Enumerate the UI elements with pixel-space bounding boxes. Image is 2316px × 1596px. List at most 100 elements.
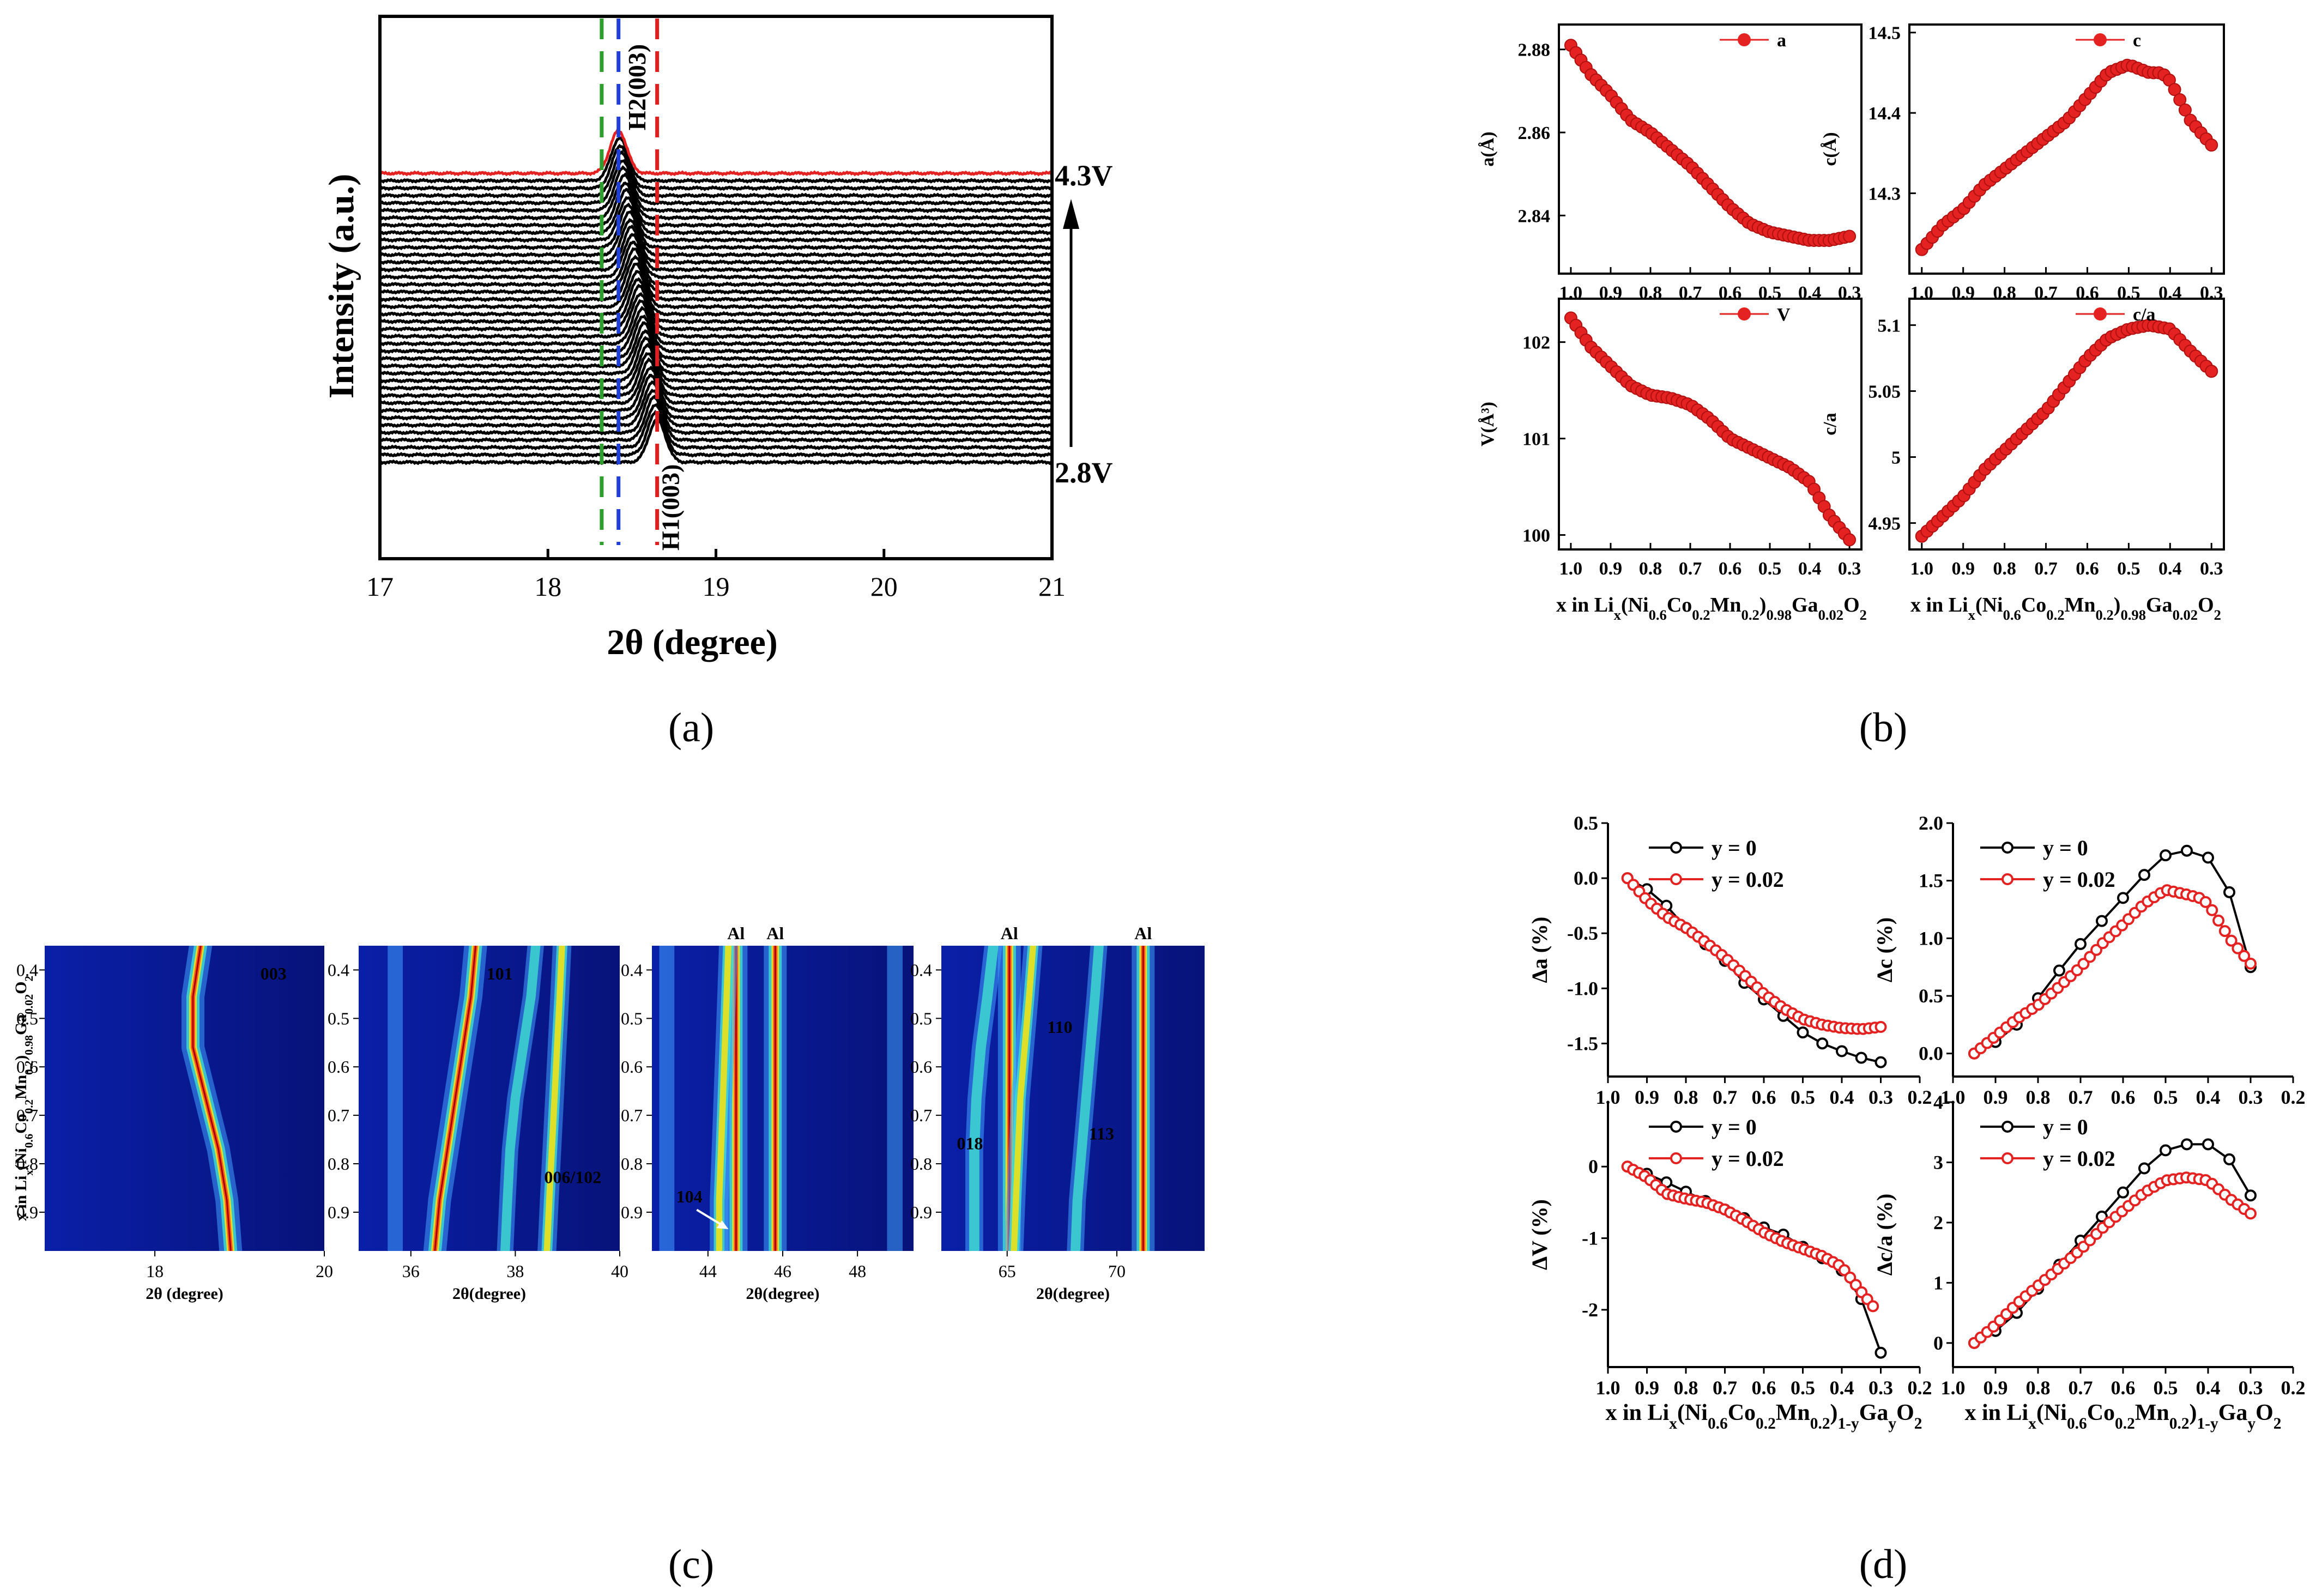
subscript: 1-y bbox=[1838, 1415, 1859, 1432]
x-tick-label: 0.6 bbox=[1719, 283, 1742, 303]
x-tick-label: 20 bbox=[870, 571, 898, 602]
text-run: Co bbox=[1667, 594, 1692, 616]
data-point-y0 bbox=[2117, 892, 2129, 904]
subscript: 0.2 bbox=[22, 1061, 35, 1075]
legend-marker bbox=[2001, 842, 2013, 854]
data-point-y002 bbox=[2245, 957, 2257, 970]
data-point-y002 bbox=[2084, 951, 2096, 963]
x-tick-label: 0.2 bbox=[2281, 1377, 2306, 1399]
data-point-y0 bbox=[2223, 1153, 2235, 1165]
data-point bbox=[2205, 365, 2218, 378]
heatmap-ridge bbox=[1071, 946, 1104, 1251]
y-tick-label: 0.4 bbox=[328, 960, 349, 980]
text-run: Co bbox=[12, 1114, 30, 1134]
x-axis-label: 2θ (degree) bbox=[146, 1285, 223, 1303]
subscript: 0.2 bbox=[2096, 607, 2114, 623]
text-run: (Ni bbox=[1621, 594, 1649, 616]
y-tick-label: 0.5 bbox=[1919, 985, 1943, 1007]
heatmap-ridges bbox=[388, 946, 572, 1251]
xrd-pattern-line bbox=[379, 247, 1053, 295]
x-tick-label: 38 bbox=[506, 1261, 524, 1281]
xrd-pattern-line bbox=[379, 277, 1053, 325]
xrd-pattern-line bbox=[379, 336, 1053, 384]
legend-marker bbox=[2094, 307, 2107, 321]
y-tick-label: 0.8 bbox=[621, 1154, 643, 1174]
text-run: O bbox=[1843, 594, 1860, 616]
x-tick-label: 18 bbox=[534, 571, 561, 602]
y-tick-label: 2.84 bbox=[1518, 206, 1551, 226]
legend-label: y = 0 bbox=[1712, 836, 1757, 860]
y-tick-label: 0.5 bbox=[328, 1008, 349, 1028]
subscript: 0.6 bbox=[2067, 1415, 2087, 1432]
legend-label: y = 0.02 bbox=[2043, 867, 2115, 892]
y-axis-label: a(Å) bbox=[1478, 131, 1498, 166]
y-tick-label: 0.6 bbox=[328, 1057, 349, 1077]
subscript: 0.2 bbox=[1692, 607, 1710, 623]
xrd-pattern-line bbox=[379, 218, 1053, 265]
x-tick-label: 0.5 bbox=[1791, 1377, 1815, 1399]
x-tick-label: 0.7 bbox=[2069, 1377, 2093, 1399]
al-label: Al bbox=[1001, 923, 1018, 943]
text-run: Mn bbox=[12, 1075, 30, 1099]
xrd-pattern-line bbox=[379, 270, 1053, 317]
text-run: Mn bbox=[2065, 594, 2096, 616]
x-tick-label: 0.7 bbox=[2034, 559, 2058, 579]
text-run: Ga bbox=[1792, 594, 1818, 616]
subscript: 0.6 bbox=[1708, 1415, 1728, 1432]
al-label: Al bbox=[1134, 923, 1152, 943]
y-tick-label: 5 bbox=[1891, 448, 1901, 468]
y-tick-label: 1 bbox=[1933, 1272, 1943, 1293]
xrd-pattern-line bbox=[379, 255, 1053, 303]
text-run: ) bbox=[2114, 594, 2121, 616]
text-run: Mn bbox=[1776, 1400, 1810, 1425]
data-point-y002 bbox=[1874, 1021, 1887, 1033]
x-tick-label: 0.4 bbox=[2158, 283, 2182, 303]
data-point bbox=[2168, 83, 2181, 96]
legend-marker bbox=[1738, 33, 1751, 46]
x-tick-label: 0.4 bbox=[2196, 1086, 2221, 1108]
peak-label: 113 bbox=[1089, 1124, 1114, 1144]
xrd-pattern-line bbox=[379, 314, 1053, 362]
peak-label: 110 bbox=[1047, 1017, 1072, 1037]
data-point-y002 bbox=[1867, 1300, 1879, 1313]
x-tick-label: 0.9 bbox=[1635, 1086, 1659, 1108]
al-label: Al bbox=[727, 923, 745, 943]
x-tick-label: 0.4 bbox=[1830, 1377, 1854, 1399]
x-axis-label-right: x in Lix(Ni0.6Co0.2Mn0.2)1-yGayO2 bbox=[1965, 1400, 2282, 1432]
x-tick-label: 0.5 bbox=[1758, 283, 1782, 303]
data-point-y0 bbox=[2245, 1189, 2257, 1202]
text-run: x in Li bbox=[1556, 594, 1614, 616]
text-run: Ga bbox=[12, 1014, 30, 1035]
x-axis-label-left: x in Lix(Ni0.6Co0.2Mn0.2)1-yGayO2 bbox=[1606, 1400, 1922, 1432]
legend-label: y = 0.02 bbox=[2043, 1146, 2115, 1171]
legend-label: y = 0.02 bbox=[1712, 1146, 1784, 1171]
xrd-pattern-line bbox=[379, 210, 1053, 258]
panel-label-a: (a) bbox=[668, 705, 714, 751]
subscript: 0.6 bbox=[2003, 607, 2021, 623]
x-tick-label: 0.8 bbox=[1639, 283, 1662, 303]
xrd-pattern-line bbox=[379, 233, 1053, 280]
x-tick-label: 0.6 bbox=[2111, 1377, 2136, 1399]
text-run: x in Li bbox=[12, 1176, 30, 1221]
text-run: ) bbox=[1759, 594, 1767, 616]
xrd-pattern-line bbox=[379, 202, 1053, 251]
text-run: (Ni bbox=[2036, 1400, 2067, 1425]
legend-label: V bbox=[1777, 305, 1791, 325]
y-tick-label: 5.05 bbox=[1868, 382, 1901, 402]
x-tick-label: 1.0 bbox=[1941, 1377, 1966, 1399]
y-tick-label: 5.1 bbox=[1878, 316, 1901, 336]
subscript: x bbox=[2028, 1415, 2036, 1432]
text-run: (Ni bbox=[1677, 1400, 1708, 1425]
x-tick-label: 70 bbox=[1108, 1261, 1126, 1281]
text-run: ) bbox=[1830, 1400, 1838, 1425]
x-tick-label: 17 bbox=[366, 571, 394, 602]
x-tick-label: 0.3 bbox=[1838, 559, 1861, 579]
xrd-pattern-line bbox=[379, 292, 1053, 340]
panel-b: 1.0 0.9 0.8 0.7 0.6 0.5 0.4 0.3 2.84 2.86 2.88 a(Å)… bbox=[1478, 23, 2225, 623]
x-tick-label: 1.0 bbox=[1910, 283, 1934, 303]
legend-marker bbox=[2001, 1152, 2013, 1164]
x-axis-label: 2θ(degree) bbox=[452, 1285, 526, 1303]
legend-marker bbox=[1670, 1121, 1682, 1133]
legend-label: y = 0 bbox=[1712, 1115, 1757, 1139]
subscript: x bbox=[22, 1170, 35, 1176]
